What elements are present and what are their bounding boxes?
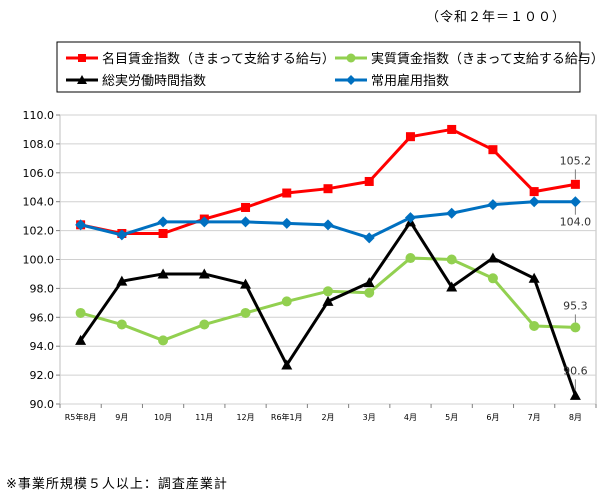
y-tick-label: 94.0 [30, 340, 55, 353]
legend-marker-0 [78, 54, 86, 62]
data-point [157, 268, 169, 279]
series-1: 95.3 [75, 253, 588, 346]
legend-marker-2 [77, 75, 87, 84]
series-3: 104.0 [75, 196, 592, 244]
series-0: 105.2 [76, 124, 592, 238]
x-tick-label: 8月 [569, 413, 582, 422]
data-point [240, 278, 252, 289]
data-point [570, 322, 581, 333]
data-point [446, 207, 458, 219]
data-point [487, 199, 499, 211]
y-tick-label: 102.0 [23, 225, 55, 238]
data-point [363, 277, 375, 288]
data-point [198, 216, 210, 228]
data-point [529, 187, 539, 197]
x-tick-label: R6年1月 [271, 412, 303, 422]
data-point [198, 268, 210, 279]
data-point [116, 229, 128, 241]
data-point [528, 196, 540, 208]
data-point [570, 179, 580, 189]
legend-marker-1 [346, 53, 356, 63]
data-point [405, 253, 416, 264]
data-point [569, 389, 581, 400]
x-tick-label: 11月 [195, 413, 213, 422]
data-point [528, 272, 540, 283]
legend-marker-3 [346, 75, 356, 85]
data-label: 104.0 [560, 216, 592, 229]
series-line-0 [80, 127, 576, 235]
data-point [199, 319, 210, 330]
data-point [75, 334, 87, 345]
y-tick-label: 104.0 [23, 196, 55, 209]
legend-label-1: 実質賃金指数（きまって支給する給与） [371, 51, 604, 67]
series-2: 90.6 [75, 216, 588, 400]
data-label: 90.6 [563, 364, 588, 377]
y-tick-label: 96.0 [30, 311, 55, 324]
x-tick-label: 9月 [115, 413, 128, 422]
data-point [404, 212, 416, 224]
data-point [158, 335, 169, 346]
data-point [323, 184, 333, 194]
data-point [158, 228, 168, 238]
y-tick-label: 100.0 [23, 254, 55, 267]
plot-area: 90.0 92.0 94.0 96.0 98.0 100.0 102.0 104.0 106.0… [23, 109, 597, 422]
footnote: ※事業所規模５人以上：調査産業計 [6, 477, 228, 492]
data-point [281, 359, 293, 370]
data-point [364, 176, 374, 186]
data-point [446, 254, 457, 265]
data-point [116, 275, 128, 286]
data-point [75, 307, 86, 318]
legend: 名目賃金指数（きまって支給する給与） 実質賃金指数（きまって支給する給与） 総実労働… [56, 41, 604, 93]
data-point [281, 296, 292, 307]
data-point [447, 124, 457, 134]
base-year-note: （令和２年＝１００） [426, 10, 567, 25]
legend-label-2: 総実労働時間指数 [102, 73, 206, 89]
data-point [240, 307, 251, 318]
x-tick-label: 7月 [528, 413, 541, 422]
legend-label-3: 常用雇用指数 [371, 73, 449, 89]
legend-label-0: 名目賃金指数（きまって支給する給与） [102, 51, 335, 67]
series-line-2 [79, 220, 577, 396]
data-point [488, 145, 498, 155]
y-tick-label: 108.0 [23, 138, 55, 151]
x-tick-label: 4月 [404, 413, 417, 422]
data-point [529, 320, 540, 331]
legend-frame [56, 41, 581, 93]
x-tick-label: 2月 [321, 413, 334, 422]
data-point [240, 216, 252, 228]
y-tick-label: 92.0 [30, 369, 55, 382]
data-point [116, 319, 127, 330]
x-tick-label: 6月 [486, 413, 499, 422]
y-tick-label: 90.0 [30, 398, 55, 411]
data-point [322, 295, 334, 306]
y-tick-label: 106.0 [23, 167, 55, 180]
data-point [364, 287, 375, 298]
data-point [363, 232, 375, 244]
y-tick-label: 98.0 [30, 282, 55, 295]
x-tick-label: 3月 [363, 413, 376, 422]
x-tick-label: R5年8月 [65, 412, 97, 422]
data-label: 95.3 [563, 299, 588, 312]
x-tick-label: 5月 [445, 413, 458, 422]
data-point [75, 219, 87, 231]
x-tick-label: 10月 [154, 413, 172, 422]
data-point [157, 216, 169, 228]
data-point [282, 188, 292, 198]
data-point [405, 132, 415, 142]
data-point [241, 202, 251, 212]
x-tick-label: 12月 [236, 413, 254, 422]
data-point [569, 196, 581, 208]
data-point [322, 219, 334, 231]
data-point [281, 217, 293, 229]
data-point [487, 252, 499, 263]
data-label: 105.2 [560, 154, 592, 167]
data-point [487, 273, 498, 284]
data-point [323, 286, 333, 297]
data-point [446, 281, 458, 292]
y-tick-label: 110.0 [23, 109, 55, 122]
